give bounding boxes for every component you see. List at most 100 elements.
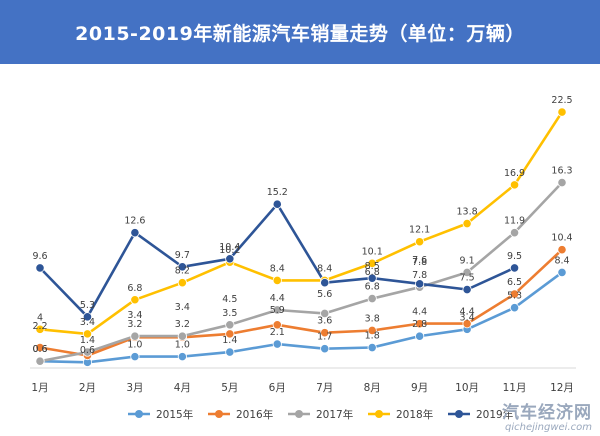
data-label: 10.4 (219, 242, 240, 253)
data-label: 5.3 (80, 300, 95, 311)
x-tick-label: 9月 (411, 382, 428, 394)
data-point (320, 344, 330, 354)
data-point (272, 199, 282, 209)
data-point (177, 262, 187, 272)
watermark-brand: 汽车经济网 (502, 403, 592, 423)
data-point (320, 308, 330, 318)
data-point (225, 329, 235, 339)
data-label: 0.6 (32, 344, 47, 355)
data-point (225, 320, 235, 330)
series-line-2 (39, 181, 563, 363)
data-label: 4.4 (412, 307, 427, 318)
data-label: 3.2 (175, 319, 190, 330)
data-point (177, 331, 187, 341)
legend-label: 2015年 (156, 408, 193, 421)
data-point (509, 289, 520, 299)
data-label: 8.4 (270, 263, 285, 274)
data-label: 1.0 (175, 340, 190, 351)
data-point (557, 177, 567, 188)
data-label: 4.4 (270, 293, 285, 304)
data-label: 7.8 (412, 270, 427, 281)
legend-marker (295, 410, 303, 418)
data-label: 2.8 (412, 319, 427, 330)
data-label: 3.4 (80, 317, 95, 328)
data-point (272, 320, 282, 330)
data-point (35, 342, 45, 353)
data-point (415, 279, 425, 289)
x-tick-label: 1月 (31, 382, 48, 394)
data-point (462, 267, 472, 278)
data-label: 9.1 (460, 255, 475, 266)
data-label: 6.8 (365, 267, 380, 278)
data-point (415, 331, 425, 341)
data-label: 1.7 (317, 332, 332, 343)
watermark: 汽车经济网 qichejingwei.com (502, 404, 592, 434)
data-point (130, 228, 140, 238)
data-point (509, 303, 520, 313)
data-label: 3.2 (127, 319, 142, 330)
legend-label: 2017年 (316, 408, 353, 421)
x-tick-label: 11月 (503, 382, 527, 394)
data-label: 16.3 (551, 166, 572, 177)
data-label: 1.0 (127, 340, 142, 351)
data-point (177, 278, 187, 288)
data-label: 8.2 (175, 266, 190, 277)
data-point (130, 295, 140, 305)
series-line-3 (39, 111, 564, 336)
data-point (82, 347, 93, 357)
data-label: 8.4 (317, 263, 332, 274)
data-point (557, 267, 567, 278)
x-tick-label: 6月 (269, 382, 286, 394)
data-label: 0.6 (32, 344, 47, 355)
data-label: 9.5 (507, 251, 522, 262)
data-point (82, 329, 93, 339)
data-point (82, 312, 93, 322)
data-label: 11.9 (504, 216, 525, 227)
x-tick-label: 5月 (221, 382, 238, 394)
data-point (509, 180, 520, 190)
series-line-0 (39, 271, 563, 364)
data-label: 1.4 (80, 335, 95, 346)
data-point (415, 319, 425, 329)
data-label: 10.4 (551, 233, 572, 244)
legend-marker (375, 410, 383, 418)
data-point (272, 305, 282, 315)
data-label: 4 (37, 312, 43, 323)
data-point (367, 273, 377, 283)
data-point (130, 352, 140, 362)
data-label: 8.4 (554, 255, 569, 266)
data-point (462, 319, 472, 329)
legend-marker (215, 410, 223, 418)
data-point (177, 352, 187, 362)
data-point (272, 275, 282, 286)
x-tick-label: 12月 (550, 382, 574, 394)
x-tick-label: 2月 (79, 382, 96, 394)
x-tick-label: 3月 (126, 382, 143, 394)
x-tick-label: 10月 (455, 382, 479, 394)
data-point (462, 284, 472, 295)
data-point (272, 339, 282, 349)
data-label: 7.6 (412, 255, 427, 266)
data-label: 9.6 (32, 251, 47, 262)
data-point (35, 324, 45, 334)
x-tick-label: 7月 (316, 382, 333, 394)
data-label: 3.5 (222, 308, 237, 319)
chart-title-bar: 2015-2019年新能源汽车销量走势（单位：万辆） (0, 0, 600, 64)
data-label: 6.8 (365, 282, 380, 293)
data-point (415, 237, 425, 247)
data-label: 3.8 (365, 313, 380, 324)
data-label: 1.4 (222, 335, 237, 346)
data-label: 6.8 (127, 283, 142, 294)
data-point (225, 347, 235, 357)
data-label: 6.5 (507, 277, 522, 288)
data-label: 13.8 (457, 207, 478, 218)
data-label: 15.2 (267, 187, 288, 198)
data-point (320, 278, 330, 288)
legend-label: 2018年 (396, 408, 433, 421)
data-label: 7.8 (412, 257, 427, 268)
data-label: 10.1 (362, 246, 383, 257)
watermark-url: qichejingwei.com (504, 422, 592, 433)
data-point (367, 258, 377, 268)
data-label: 2.1 (270, 327, 285, 338)
